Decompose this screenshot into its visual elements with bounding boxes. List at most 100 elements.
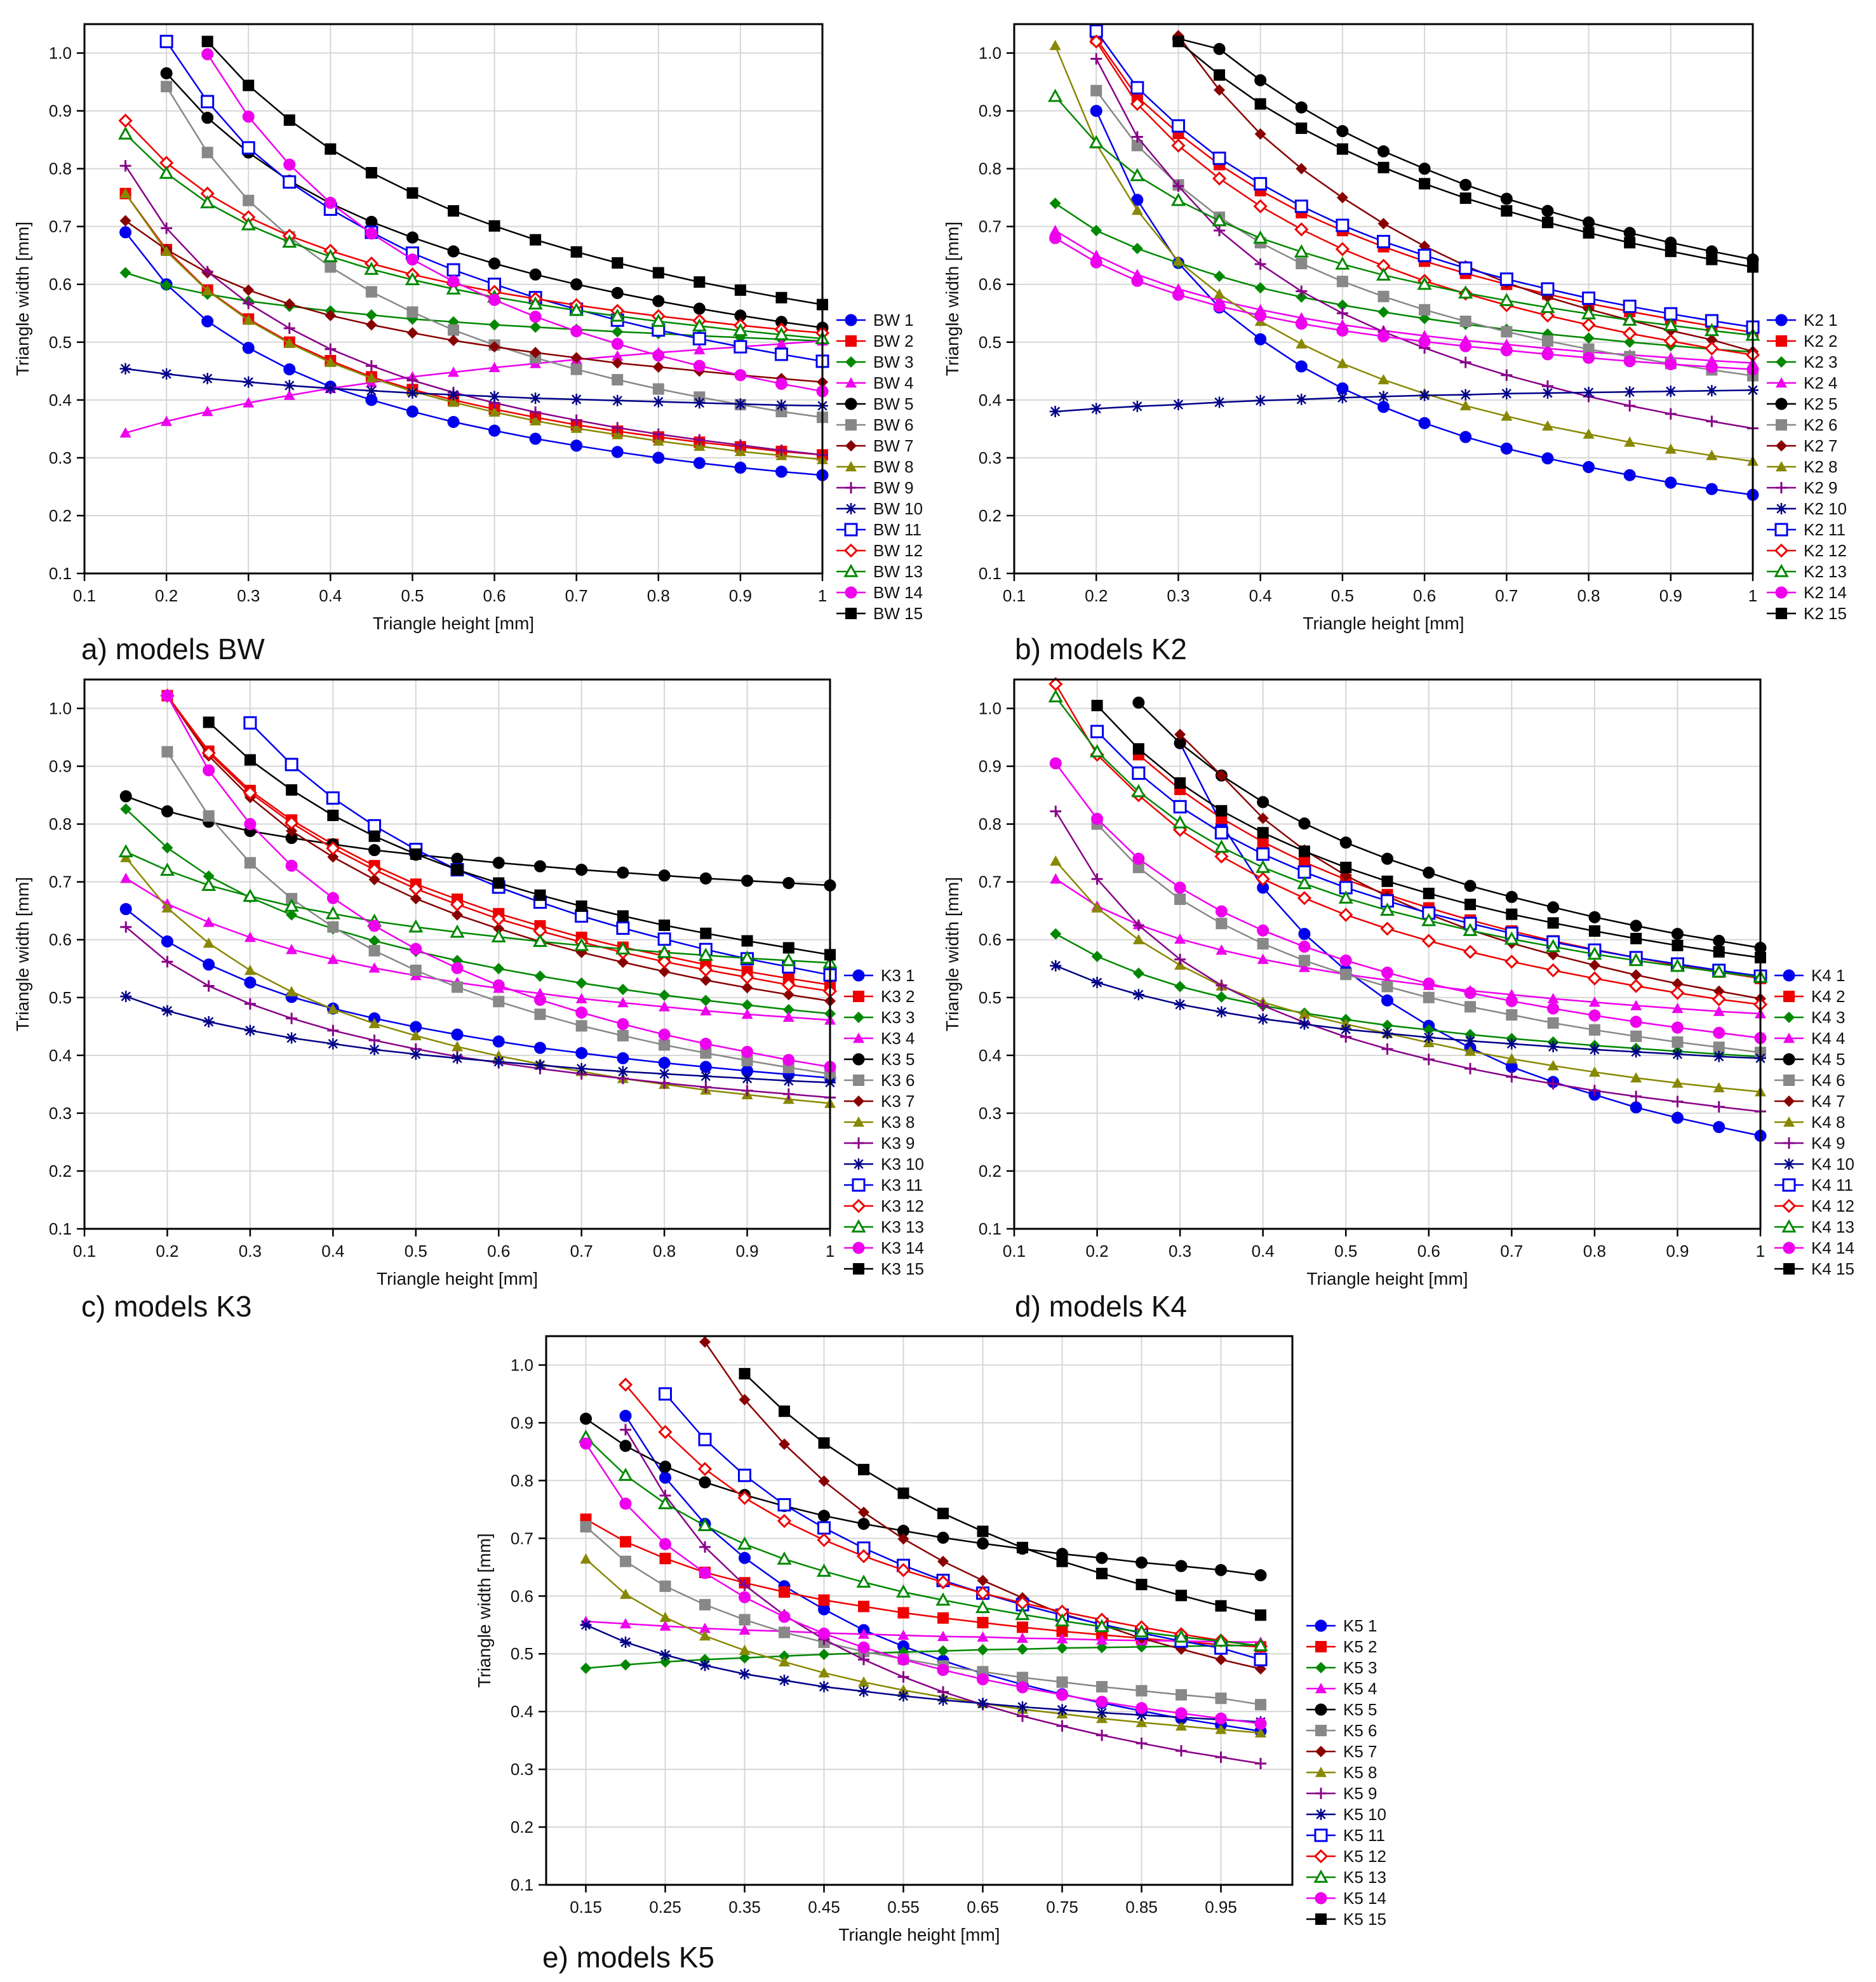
- series-9-point-16: [1672, 1095, 1684, 1108]
- series-15-point-6: [406, 187, 419, 199]
- y-axis-label: Triangle width [mm]: [474, 1533, 494, 1687]
- series-15-point-5: [1336, 143, 1348, 155]
- series-15-point-7: [977, 1525, 989, 1537]
- series-1-point-9: [451, 1028, 464, 1041]
- series-11-point-4: [368, 819, 382, 833]
- legend-label-11: K3 11: [881, 1175, 923, 1195]
- series-5-point-16: [741, 874, 754, 887]
- legend-label-13: K5 13: [1343, 1868, 1386, 1887]
- series-5-point-2: [619, 1440, 632, 1452]
- legend-label-3: BW 3: [873, 352, 914, 372]
- series-9-point-16: [734, 439, 746, 451]
- series-7-point-5: [858, 1506, 869, 1518]
- series-8-point-10: [488, 406, 500, 417]
- series-6-line: [585, 1526, 1261, 1706]
- series-15-point-4: [1216, 805, 1228, 817]
- series-4-point-15: [700, 1005, 712, 1015]
- legend-label-6: K2 6: [1804, 415, 1838, 434]
- series-9-point-15: [1630, 1090, 1642, 1102]
- series-7-point-14: [700, 974, 712, 986]
- y-tick-label: 0.2: [979, 506, 1002, 525]
- series-12-point-2: [1130, 97, 1144, 111]
- series-8-point-7: [365, 372, 377, 383]
- series-15-point-11: [1136, 1579, 1148, 1591]
- series-6-point-2: [620, 1555, 631, 1567]
- legend-marker-4: [1315, 1683, 1327, 1694]
- series-5-point-11: [533, 860, 546, 873]
- series-4-point-1: [120, 873, 132, 883]
- series-1-point-12: [570, 439, 583, 452]
- series-15-point-14: [734, 284, 746, 296]
- series-10-point-11: [1464, 1035, 1477, 1047]
- legend-label-11: K5 11: [1343, 1826, 1385, 1845]
- series-12: [1049, 677, 1768, 1012]
- series-10-line: [125, 368, 823, 407]
- series-15-point-14: [741, 935, 753, 947]
- series-2-point-11: [977, 1617, 989, 1629]
- series-15-point-4: [858, 1464, 869, 1476]
- legend-label-4: K4 4: [1811, 1029, 1846, 1048]
- series-3-point-15: [700, 994, 712, 1007]
- series-6-point-1: [161, 746, 173, 758]
- series-5: [119, 790, 836, 892]
- series-10-point-8: [410, 1048, 422, 1061]
- series-1-point-15: [693, 457, 706, 469]
- series-1-point-14: [1623, 469, 1636, 481]
- series-9-point-3: [203, 980, 215, 992]
- series-1-point-4: [739, 1551, 751, 1564]
- series-1-point-12: [1630, 1101, 1642, 1114]
- series-9-point-4: [739, 1579, 751, 1591]
- series-9-point-4: [243, 297, 255, 309]
- legend-label-9: K5 9: [1343, 1784, 1377, 1803]
- series-14-point-17: [1215, 1712, 1227, 1725]
- series-14-point-11: [611, 338, 624, 351]
- y-tick-label: 0.6: [49, 930, 72, 949]
- series-5-point-9: [1500, 192, 1513, 205]
- series-12-point-7: [856, 1549, 871, 1564]
- y-tick-label: 0.8: [979, 159, 1002, 178]
- series-8-point-9: [1377, 373, 1390, 385]
- legend-marker-12: [1774, 543, 1789, 558]
- series-8-point-8: [410, 1029, 422, 1041]
- series-1-point-13: [1583, 460, 1595, 473]
- series-7-point-11: [1588, 959, 1600, 971]
- series-4-point-14: [659, 1001, 671, 1012]
- series-8-point-17: [1706, 450, 1718, 460]
- series-11-point-1: [243, 716, 257, 730]
- series-14-point-2: [1090, 256, 1102, 269]
- series-14-point-10: [937, 1664, 949, 1677]
- series-6-point-2: [1132, 861, 1144, 873]
- legend-label-12: BW 12: [873, 541, 923, 560]
- series-13-point-13: [1540, 300, 1555, 313]
- series-8-point-8: [858, 1676, 869, 1687]
- x-tick-label: 0.2: [1085, 1242, 1108, 1261]
- series-10: [119, 363, 828, 412]
- x-tick-label: 0.7: [1495, 586, 1518, 605]
- series-13-point-17: [1213, 1633, 1229, 1647]
- series-6-point-5: [1257, 938, 1269, 950]
- series-15-point-9: [1056, 1555, 1068, 1567]
- series-14-point-4: [1174, 881, 1186, 894]
- series-5-point-14: [658, 869, 671, 882]
- series-14-point-6: [1257, 924, 1270, 937]
- series-3-point-2: [1091, 951, 1103, 963]
- y-tick-label: 0.9: [979, 757, 1002, 776]
- series-4-point-12: [1017, 1632, 1028, 1643]
- series-12-point-17: [1712, 992, 1726, 1007]
- series-9-point-10: [1423, 1054, 1435, 1066]
- series-15-line: [206, 41, 823, 305]
- series-10-point-7: [365, 385, 377, 397]
- y-tick-label: 0.8: [49, 815, 72, 834]
- series-14-line: [585, 1443, 1261, 1725]
- x-tick-label: 0.7: [1500, 1242, 1523, 1261]
- series-4-point-2: [620, 1617, 631, 1629]
- legend-marker-1: [1775, 314, 1788, 326]
- x-tick-label: 0.1: [1003, 1242, 1026, 1261]
- series-13-point-9: [1379, 902, 1395, 916]
- series-6-point-10: [534, 1008, 546, 1021]
- series-11-point-16: [774, 347, 788, 361]
- x-tick-label: 1: [818, 586, 827, 605]
- series-5-point-11: [1547, 901, 1560, 914]
- x-tick-label: 1: [826, 1242, 834, 1261]
- x-tick-label: 0.3: [1169, 1242, 1191, 1261]
